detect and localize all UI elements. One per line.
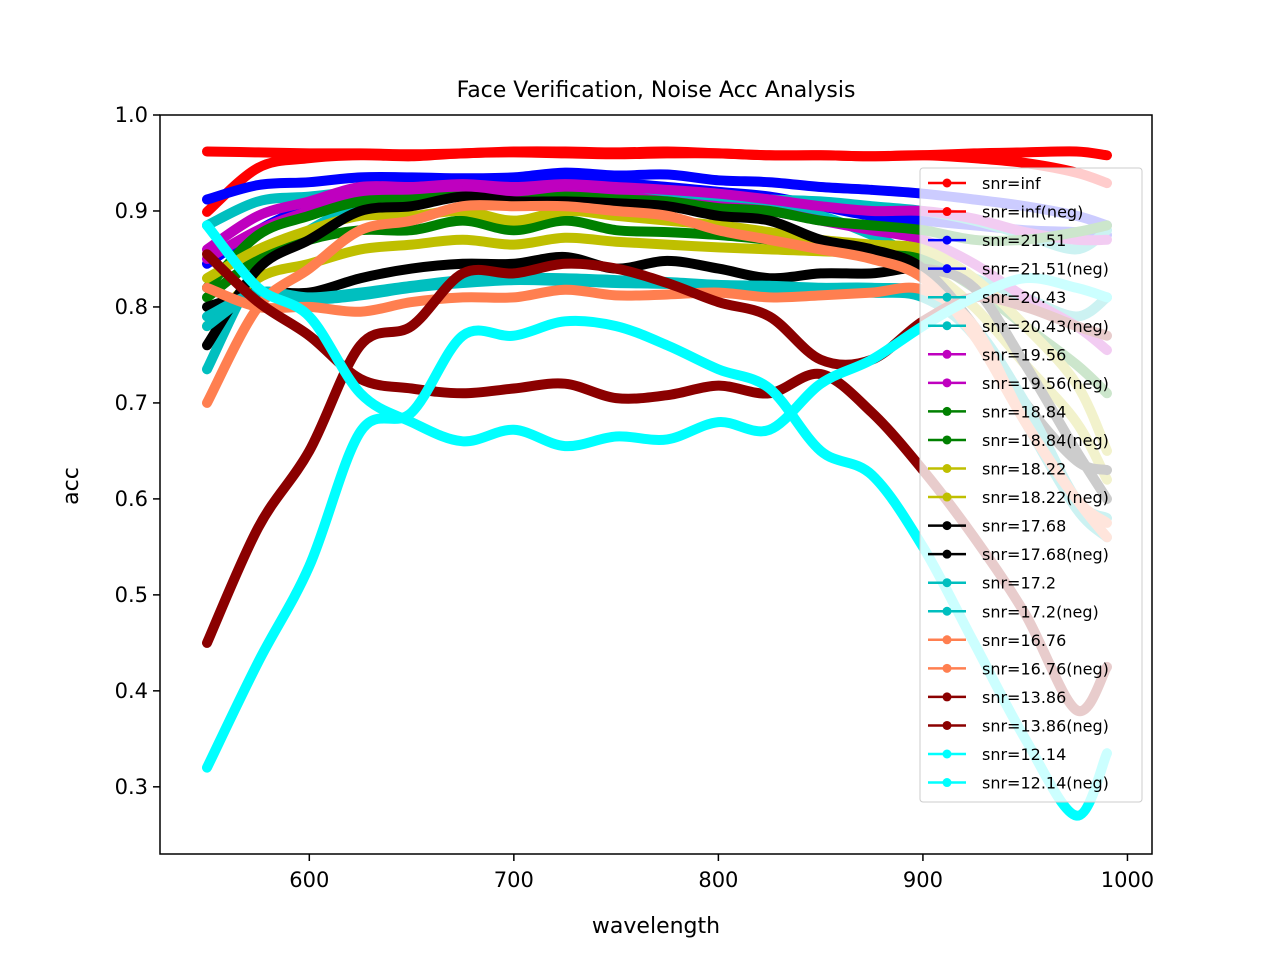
x-tick-label: 800 xyxy=(698,868,738,892)
legend-label: snr=21.51(neg) xyxy=(982,260,1109,279)
legend-swatch-marker xyxy=(942,406,952,416)
legend-item: snr=inf(neg) xyxy=(928,203,1083,222)
legend-swatch-marker xyxy=(942,720,952,730)
legend-item: snr=12.14(neg) xyxy=(928,774,1109,793)
legend-box xyxy=(919,167,1143,803)
legend-item: snr=17.2(neg) xyxy=(928,602,1099,621)
legend-item: snr=20.43(neg) xyxy=(928,317,1109,336)
x-tick-label: 600 xyxy=(289,868,329,892)
y-axis-ticks: 0.3 0.4 0.5 0.6 0.7 0.8 0.9 1.0 xyxy=(115,103,160,799)
legend-label: snr=17.2(neg) xyxy=(982,602,1099,621)
legend-item: snr=13.86(neg) xyxy=(928,716,1109,735)
y-tick-label: 0.8 xyxy=(115,295,148,319)
legend-label: snr=inf(neg) xyxy=(982,203,1083,222)
legend-swatch-marker xyxy=(942,778,952,788)
legend-item: snr=20.43 xyxy=(928,288,1066,307)
legend-item: snr=17.2 xyxy=(928,574,1056,593)
legend-swatch-marker xyxy=(942,321,952,331)
y-tick-label: 0.5 xyxy=(115,583,148,607)
legend-label: snr=16.76 xyxy=(982,631,1066,650)
legend-label: snr=17.2 xyxy=(982,574,1056,593)
legend-swatch-marker xyxy=(942,178,952,188)
x-tick-label: 700 xyxy=(494,868,534,892)
legend-item: snr=17.68 xyxy=(928,517,1066,536)
legend-swatch-marker xyxy=(942,292,952,302)
x-tick-label: 1000 xyxy=(1101,868,1154,892)
legend-item: snr=18.22(neg) xyxy=(928,488,1109,507)
legend-item: snr=21.51 xyxy=(928,231,1066,250)
legend-swatch-marker xyxy=(942,378,952,388)
legend-swatch-marker xyxy=(942,207,952,217)
plot-frame xyxy=(159,114,1153,855)
legend-swatch-marker xyxy=(942,578,952,588)
legend-swatch-marker xyxy=(942,521,952,531)
legend-label: snr=13.86(neg) xyxy=(982,716,1109,735)
legend-item: snr=18.22 xyxy=(928,460,1066,479)
legend-label: snr=19.56(neg) xyxy=(982,374,1109,393)
y-tick-label: 0.3 xyxy=(115,775,148,799)
legend-label: snr=20.43 xyxy=(982,288,1066,307)
legend-label: snr=18.84(neg) xyxy=(982,431,1109,450)
legend-item: snr=17.68(neg) xyxy=(928,545,1109,564)
legend-swatch-marker xyxy=(942,635,952,645)
legend-item: snr=19.56(neg) xyxy=(928,374,1109,393)
y-tick-label: 0.9 xyxy=(115,199,148,223)
y-axis-label: acc xyxy=(59,467,84,505)
legend-swatch-marker xyxy=(942,492,952,502)
legend-item: snr=12.14 xyxy=(928,745,1066,764)
legend-swatch-marker xyxy=(942,235,952,245)
legend-label: snr=20.43(neg) xyxy=(982,317,1109,336)
legend-item: snr=inf xyxy=(928,174,1041,193)
legend-label: snr=16.76(neg) xyxy=(982,659,1109,678)
legend-swatch-marker xyxy=(942,464,952,473)
x-tick-label: 900 xyxy=(903,868,943,892)
legend-item: snr=19.56 xyxy=(928,345,1066,364)
legend-swatch-marker xyxy=(942,264,952,274)
legend-item: snr=13.86 xyxy=(928,688,1066,707)
x-axis-ticks: 600 700 800 900 1000 xyxy=(289,854,1154,892)
legend-label: snr=18.84 xyxy=(982,402,1066,421)
legend-swatch-marker xyxy=(942,606,952,616)
legend-swatch-marker xyxy=(942,435,952,445)
series-line-1 xyxy=(202,147,1112,217)
legend-label: snr=17.68(neg) xyxy=(982,545,1109,564)
legend: snr=inf snr=inf(neg) snr=21.51 snr=21.51(ne… xyxy=(919,167,1143,803)
legend-label: snr=21.51 xyxy=(982,231,1066,250)
y-tick-label: 0.6 xyxy=(115,487,148,511)
legend-label: snr=12.14(neg) xyxy=(982,774,1109,793)
legend-swatch-marker xyxy=(942,749,952,759)
legend-label: snr=13.86 xyxy=(982,688,1066,707)
legend-label: snr=17.68 xyxy=(982,517,1066,536)
x-axis-label: wavelength xyxy=(592,914,720,939)
legend-item: snr=16.76(neg) xyxy=(928,659,1109,678)
y-tick-label: 0.7 xyxy=(115,391,148,415)
legend-item: snr=18.84(neg) xyxy=(928,431,1109,450)
legend-item: snr=18.84 xyxy=(928,402,1066,421)
legend-label: snr=18.22(neg) xyxy=(982,488,1109,507)
legend-item: snr=21.51(neg) xyxy=(928,260,1109,279)
legend-swatch-marker xyxy=(942,692,952,702)
legend-label: snr=19.56 xyxy=(982,345,1066,364)
legend-label: snr=12.14 xyxy=(982,745,1066,764)
chart-title: Face Verification, Noise Acc Analysis xyxy=(457,78,856,103)
y-tick-label: 1.0 xyxy=(115,103,148,127)
y-tick-label: 0.4 xyxy=(115,679,148,703)
legend-swatch-marker xyxy=(942,349,952,359)
legend-label: snr=inf xyxy=(982,174,1041,193)
legend-swatch-marker xyxy=(942,549,952,559)
legend-item: snr=16.76 xyxy=(928,631,1066,650)
legend-swatch-marker xyxy=(942,663,952,673)
legend-label: snr=18.22 xyxy=(982,460,1066,479)
